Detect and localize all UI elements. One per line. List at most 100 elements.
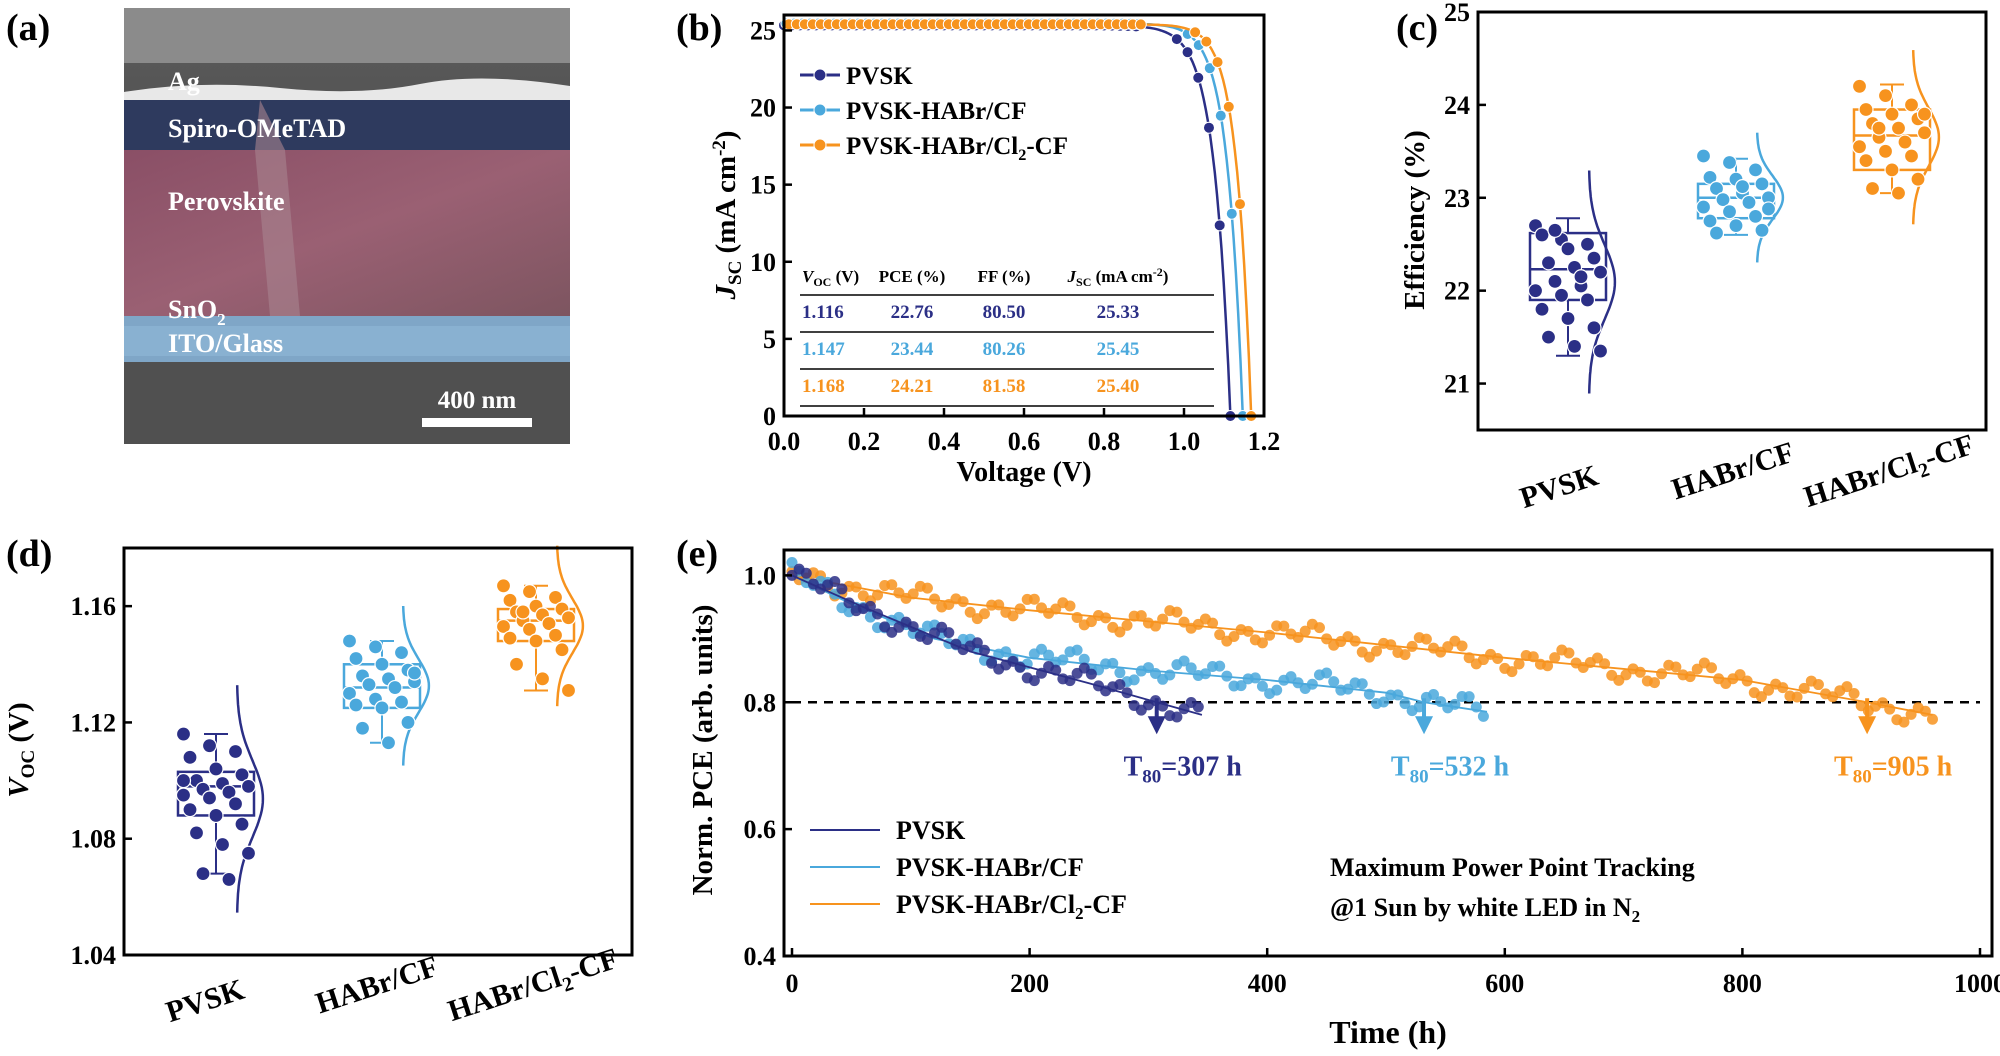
jv-point	[1192, 71, 1205, 84]
eff-point	[1715, 192, 1731, 208]
eff-point	[1734, 179, 1751, 195]
jv-point	[1181, 46, 1194, 59]
jv-y-tick-label: 25	[750, 16, 776, 45]
voc-y-tick-label: 1.16	[71, 592, 117, 621]
voc-point	[341, 633, 358, 649]
mppt-point	[1328, 676, 1340, 688]
jv-table-header: FF (%)	[978, 267, 1031, 286]
mppt-point	[1848, 688, 1860, 700]
mppt-fit-line	[791, 574, 1933, 716]
mppt-point	[1691, 663, 1703, 675]
mppt-point	[1648, 677, 1660, 689]
jv-table-header: JSC (mA cm-2)	[1067, 265, 1169, 289]
panel-label-c: (c)	[1396, 7, 1438, 49]
eff-point	[1851, 78, 1868, 94]
eff-point	[1858, 153, 1874, 169]
mppt-x-axis-label: Time (h)	[1329, 1014, 1447, 1050]
mppt-legend-label: PVSK-HABr/Cl2-CF	[896, 890, 1127, 923]
jv-table-cell: 25.45	[1097, 339, 1140, 360]
sem-label-sno2: SnO2	[168, 295, 226, 329]
mppt-plot-frame	[782, 548, 1994, 958]
mppt-fit-line	[791, 574, 1203, 716]
jv-legend-marker	[813, 103, 827, 117]
jv-point	[1134, 18, 1147, 31]
eff-point	[1702, 213, 1718, 229]
eff-point	[1540, 329, 1557, 345]
jv-y-axis-label: JSC (mA cm-2)	[709, 131, 746, 301]
jv-point	[1213, 219, 1226, 232]
mppt-legend-label: PVSK-HABr/CF	[896, 853, 1084, 882]
jv-x-tick-label: 0.8	[1088, 427, 1121, 456]
eff-point	[1702, 169, 1718, 185]
mppt-point	[1378, 696, 1390, 708]
voc-point	[240, 778, 257, 794]
mppt-x-tick-label: 1000	[1954, 969, 2000, 998]
mppt-point	[1385, 639, 1397, 651]
mppt-x-tick-label: 600	[1485, 969, 1524, 998]
sem-label-ag: Ag	[168, 67, 200, 96]
jv-y-tick-label: 20	[750, 94, 776, 123]
eff-point	[1586, 320, 1602, 336]
mppt-point	[1399, 698, 1411, 710]
mppt-point	[1057, 654, 1069, 666]
t80-arrow-head	[1147, 716, 1166, 735]
voc-y-tick-label: 1.12	[71, 708, 117, 737]
mppt-y-tick-label: 0.4	[744, 942, 777, 971]
mppt-point	[1285, 671, 1297, 683]
mppt-point	[1549, 652, 1561, 664]
mppt-x-tick-label: 200	[1010, 969, 1049, 998]
mppt-point	[1313, 622, 1325, 634]
mppt-annotation-line1: Maximum Power Point Tracking	[1330, 853, 1695, 882]
eff-point	[1547, 273, 1563, 289]
eff-point	[1916, 125, 1933, 141]
eff-point	[1695, 199, 1712, 215]
voc-plot-frame	[122, 546, 634, 957]
mppt-point	[1356, 678, 1368, 690]
jv-x-tick-label: 1.0	[1168, 427, 1201, 456]
voc-point	[528, 633, 544, 649]
mppt-point	[1028, 675, 1040, 687]
mppt-point	[1926, 713, 1938, 725]
eff-point	[1903, 148, 1920, 164]
voc-point	[240, 845, 257, 861]
voc-point	[547, 627, 564, 643]
voc-y-tick-label: 1.08	[71, 825, 117, 854]
jv-table-cell: 25.40	[1097, 376, 1140, 397]
voc-point	[502, 592, 518, 608]
mppt-point	[929, 593, 941, 605]
mppt-point	[1207, 617, 1219, 629]
mppt-point	[1192, 701, 1204, 713]
mppt-point	[971, 637, 983, 649]
eff-point	[1592, 343, 1609, 359]
mppt-point	[1114, 667, 1126, 679]
eff-point	[1721, 154, 1738, 171]
jv-table-header: PCE (%)	[879, 267, 946, 286]
c-category-cl2cf: HABr/Cl2-CF	[1800, 428, 1980, 519]
scale-bar-label: 400 nm	[438, 387, 517, 414]
mppt-point	[1812, 679, 1824, 691]
mppt-point	[1563, 647, 1575, 659]
eff-point	[1573, 269, 1589, 285]
eff-point	[1534, 227, 1550, 243]
voc-normal-curve	[555, 545, 585, 707]
jv-point	[1203, 62, 1216, 75]
mppt-point	[1542, 660, 1554, 672]
eff-point	[1527, 283, 1544, 299]
voc-point	[406, 665, 423, 681]
mppt-point	[1428, 689, 1440, 701]
sem-label-ito: ITO/Glass	[168, 329, 283, 358]
sem-label-spiro: Spiro-OMeTAD	[168, 114, 346, 143]
panel-label-b: (b)	[676, 7, 722, 49]
voc-point	[221, 784, 237, 800]
jv-point	[1214, 109, 1227, 122]
jv-x-axis-label: Voltage (V)	[956, 457, 1091, 488]
eff-y-tick-label: 24	[1444, 91, 1470, 120]
eff-point	[1721, 204, 1738, 220]
eff-point	[1695, 148, 1712, 164]
eff-normal-curve	[1587, 170, 1617, 394]
jv-legend-label: PVSK-HABr/Cl2-CF	[846, 133, 1068, 164]
jv-legend-label: PVSK	[846, 63, 913, 90]
mppt-point	[1670, 661, 1682, 673]
eff-point	[1708, 180, 1725, 197]
eff-point	[1877, 143, 1894, 159]
